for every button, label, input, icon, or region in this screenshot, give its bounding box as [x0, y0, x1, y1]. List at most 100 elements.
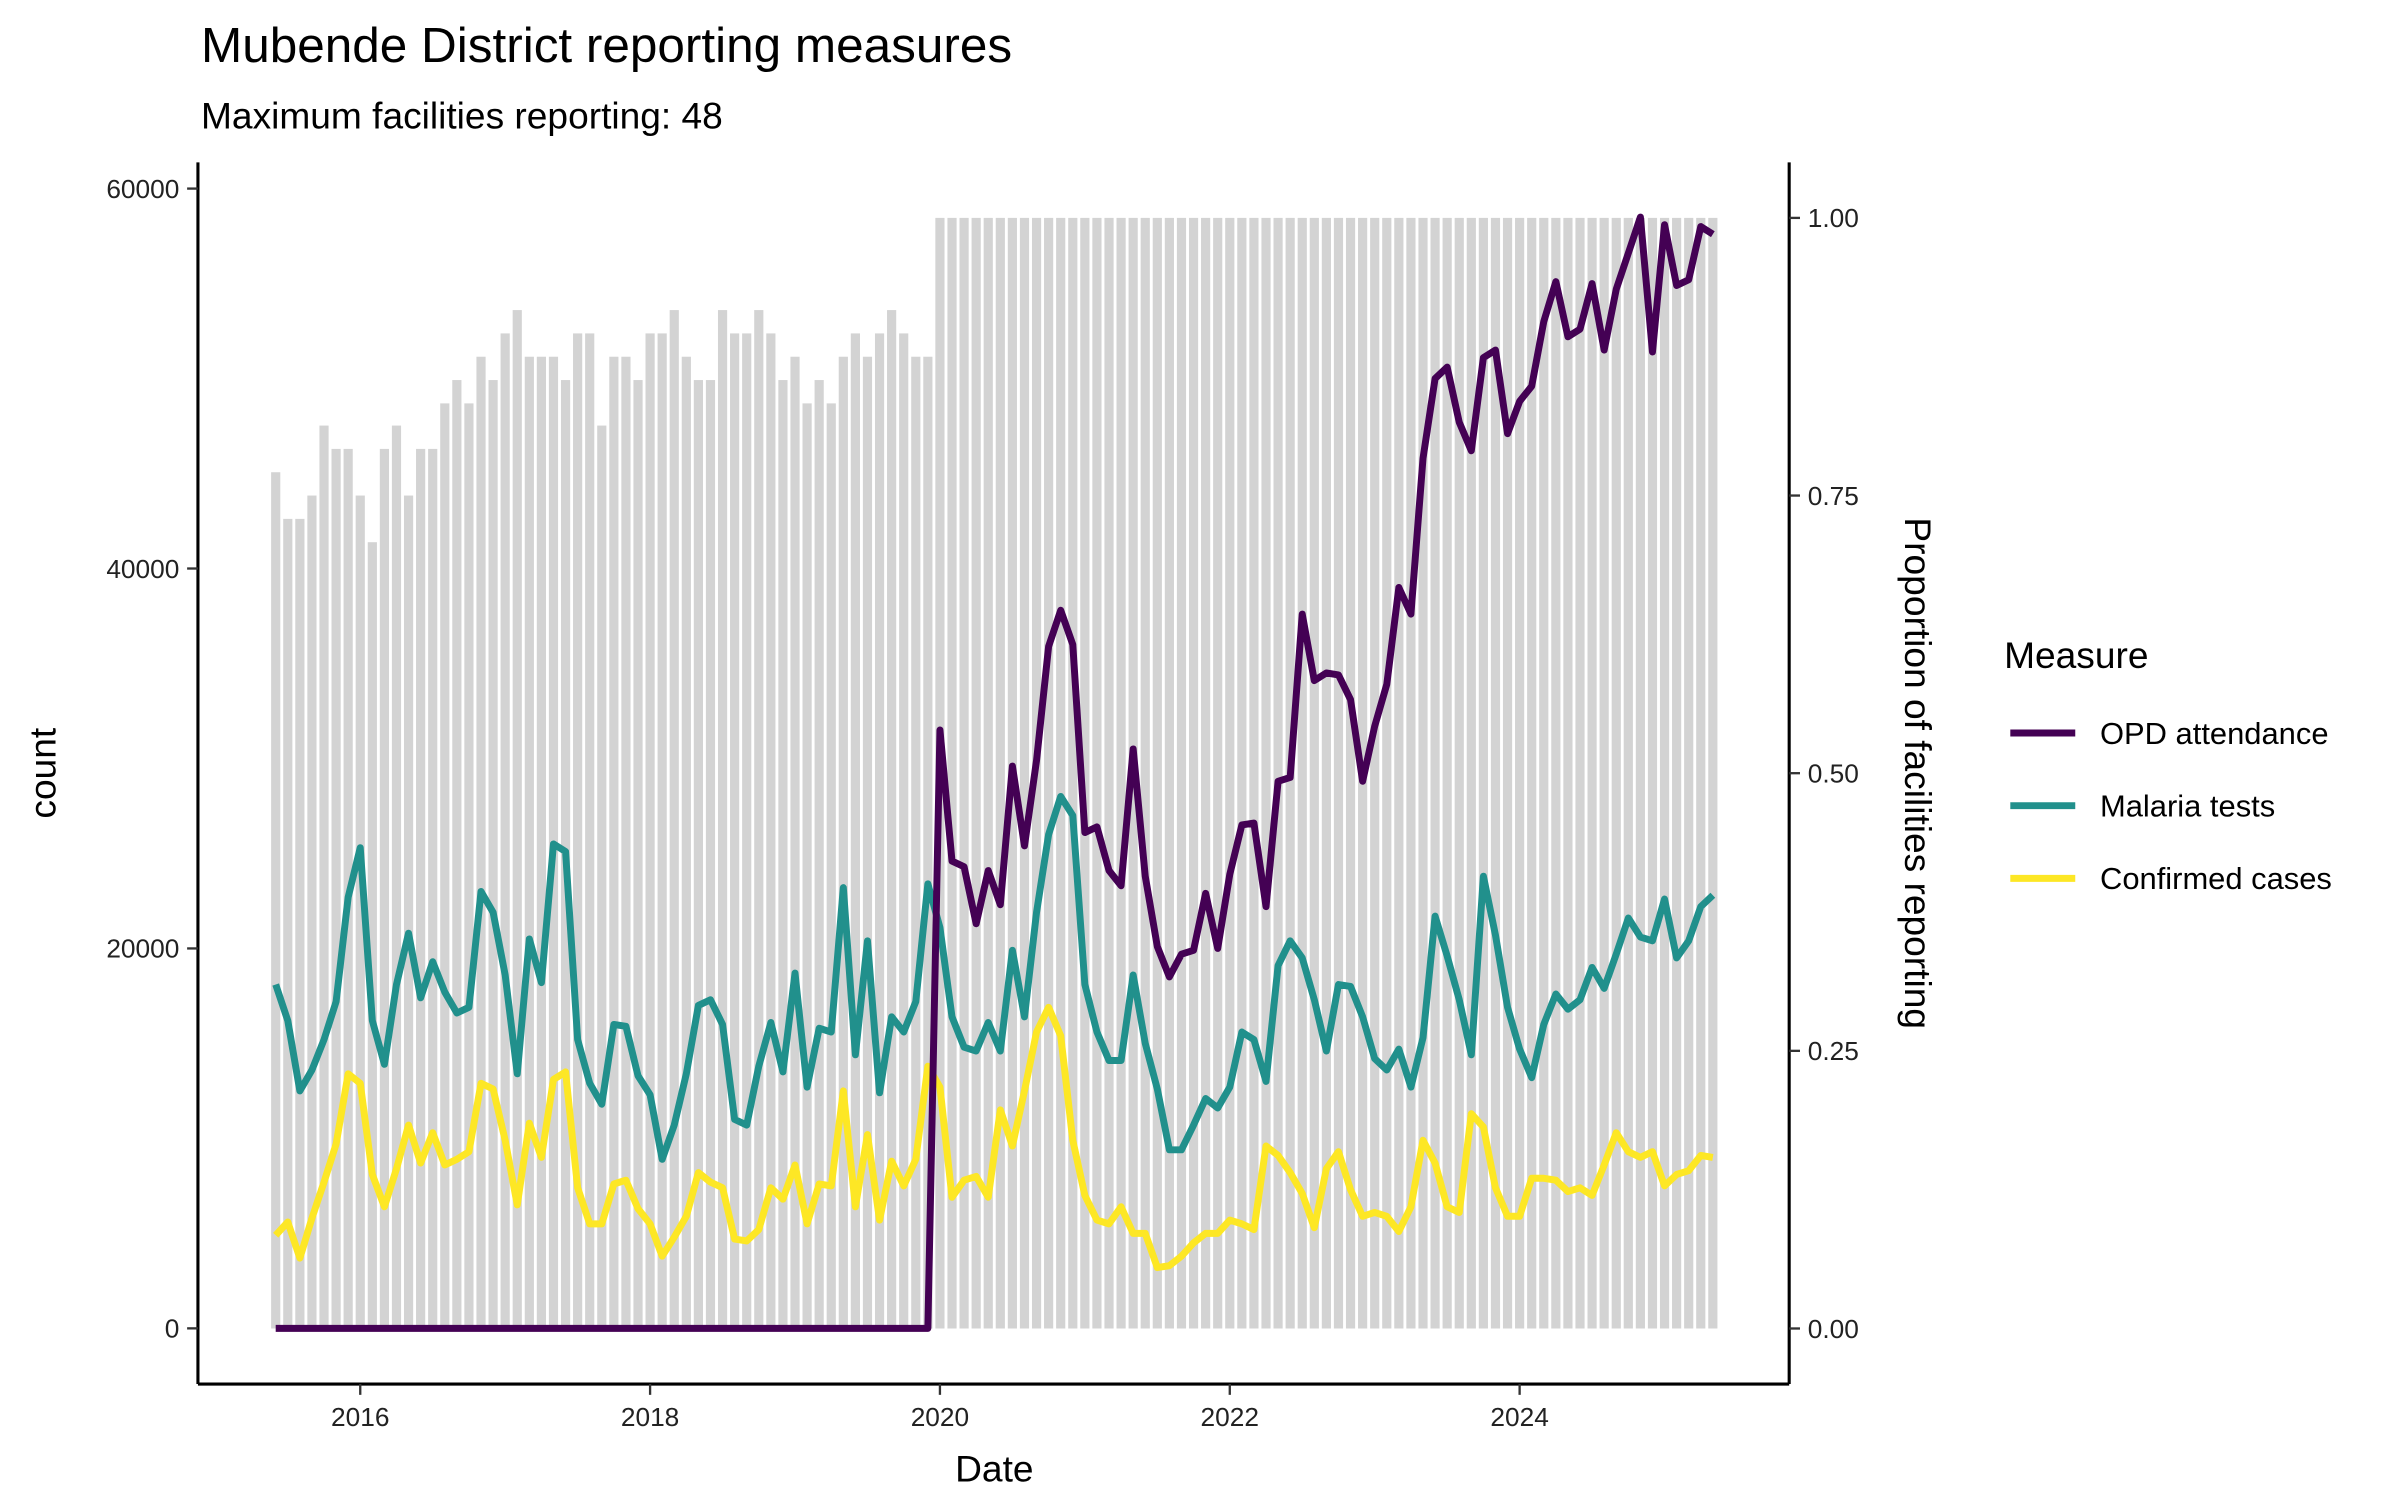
bar — [1140, 217, 1150, 1329]
bar — [440, 403, 450, 1329]
bar — [319, 425, 329, 1329]
bar — [524, 356, 534, 1329]
bar — [428, 448, 438, 1329]
y2-tick-label: 0.00 — [1808, 1314, 1859, 1344]
x-tick-label: 2016 — [331, 1402, 389, 1432]
bar — [1394, 217, 1404, 1329]
bar — [645, 333, 655, 1329]
bar — [1466, 217, 1476, 1329]
bar — [1502, 217, 1513, 1329]
bar — [1225, 217, 1235, 1329]
y-tick-label: 0 — [165, 1314, 180, 1344]
legend-label: Confirmed cases — [2100, 861, 2332, 896]
bar — [295, 518, 305, 1329]
bar — [1201, 217, 1211, 1329]
bar — [536, 356, 546, 1329]
bar — [1635, 217, 1645, 1329]
bar — [862, 356, 873, 1329]
bar — [669, 310, 679, 1329]
bar — [838, 356, 848, 1329]
bar — [1527, 217, 1537, 1329]
bar — [874, 333, 885, 1329]
bar — [1708, 217, 1718, 1329]
bar — [1370, 217, 1380, 1329]
bar — [1599, 217, 1609, 1329]
bar — [597, 425, 607, 1329]
chart-title: Mubende District reporting measures — [201, 18, 1012, 73]
bar — [512, 310, 522, 1329]
bar — [826, 403, 836, 1329]
bar — [657, 333, 667, 1329]
bar — [1563, 217, 1573, 1329]
bar — [1188, 217, 1199, 1329]
line-series — [273, 1003, 1714, 1272]
legend-label: OPD attendance — [2100, 716, 2329, 751]
bar — [814, 380, 824, 1329]
bar — [1273, 217, 1283, 1329]
x-tick-label: 2018 — [621, 1402, 679, 1432]
x-tick-label: 2022 — [1201, 1402, 1259, 1432]
bar — [1249, 217, 1259, 1329]
bar — [1623, 217, 1633, 1329]
bar — [621, 356, 631, 1329]
bar — [911, 356, 921, 1329]
bar — [705, 380, 716, 1329]
y2-tick-label: 0.25 — [1808, 1036, 1859, 1066]
bar — [1490, 217, 1501, 1329]
bar — [1044, 217, 1054, 1329]
bar — [730, 333, 740, 1329]
bar — [947, 217, 957, 1329]
bar — [1116, 217, 1126, 1329]
bar — [1672, 217, 1682, 1329]
line-series — [275, 213, 1715, 1332]
bar — [367, 542, 377, 1329]
bar — [1659, 217, 1670, 1329]
bar — [778, 380, 788, 1329]
bar — [476, 356, 486, 1329]
bar — [1019, 217, 1030, 1329]
bar — [1176, 217, 1187, 1329]
bar — [766, 333, 776, 1329]
bar — [1237, 217, 1247, 1329]
bar — [971, 217, 981, 1329]
bar — [754, 310, 764, 1329]
bar — [379, 448, 389, 1329]
y2-tick-label: 1.00 — [1808, 203, 1859, 233]
y-axis-title: count — [22, 727, 64, 818]
bar — [1056, 217, 1066, 1329]
bar — [1309, 217, 1319, 1329]
x-tick-label: 2024 — [1490, 1402, 1548, 1432]
bar — [585, 333, 595, 1329]
chart-subtitle: Maximum facilities reporting: 48 — [201, 94, 723, 136]
bar — [1551, 217, 1561, 1329]
y-tick-label: 60000 — [106, 174, 179, 204]
bar — [1321, 217, 1331, 1329]
bar — [802, 403, 812, 1329]
bar — [693, 380, 703, 1329]
x-tick-label: 2020 — [911, 1402, 969, 1432]
bar — [790, 356, 800, 1329]
bar — [1297, 217, 1307, 1329]
bar — [307, 495, 317, 1329]
bar — [887, 310, 897, 1329]
bar — [1611, 217, 1621, 1329]
bar — [1104, 217, 1114, 1329]
bar — [573, 333, 583, 1329]
bar — [331, 448, 341, 1329]
x-axis-title: Date — [955, 1447, 1033, 1489]
bar — [959, 217, 969, 1329]
bar — [1587, 217, 1597, 1329]
bar — [464, 403, 474, 1329]
bar — [983, 217, 993, 1329]
bar — [1261, 217, 1271, 1329]
legend-title: Measure — [2004, 634, 2148, 676]
bar — [995, 217, 1005, 1329]
bar — [1345, 217, 1356, 1329]
bar — [1478, 217, 1488, 1329]
bar — [717, 310, 728, 1329]
bar — [633, 380, 643, 1329]
bar — [742, 333, 752, 1329]
bar — [1152, 217, 1162, 1329]
